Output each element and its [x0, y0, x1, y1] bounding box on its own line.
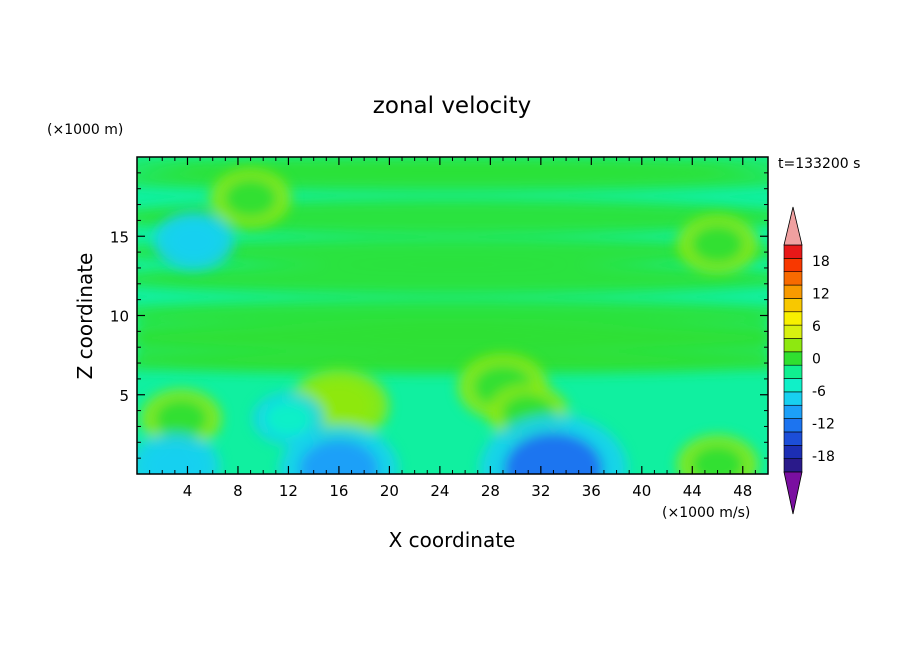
colorbar-bin [783, 391, 803, 406]
colorbar-bin [783, 284, 803, 299]
x-tick-label: 24 [430, 482, 449, 500]
plot-area [137, 157, 768, 474]
x-tick-label: 36 [582, 482, 601, 500]
colorbar-bin [783, 298, 803, 313]
y-units-label: (×1000 m) [47, 122, 123, 138]
colorbar-bin [783, 324, 803, 339]
colorbar-extend-min [783, 471, 803, 515]
colorbar-tick-label: -18 [812, 449, 835, 465]
colorbar-bin [783, 378, 803, 393]
colorbar-bin [783, 244, 803, 259]
colorbar-tick-label: 18 [812, 254, 830, 270]
x-tick-label: 48 [733, 482, 752, 500]
field-feature [504, 432, 603, 474]
field-feature [690, 224, 745, 264]
field-band [137, 300, 768, 325]
x-tick-label: 8 [233, 482, 243, 500]
field-feature [144, 444, 205, 474]
colorbar-bin [783, 271, 803, 286]
time-label: t=133200 s [778, 156, 860, 172]
field-feature [223, 178, 278, 218]
x-axis: 4 8 12 16 20 24 28 32 36 40 44 48 [149, 157, 756, 500]
colorbar-bin [783, 364, 803, 379]
colorbar-bin [783, 351, 803, 366]
colorbar-bin [783, 338, 803, 353]
y-axis-label: Z coordinate [73, 253, 97, 380]
x-tick-label: 20 [380, 482, 399, 500]
colorbar: 18 12 6 0 -6 -12 -18 [783, 206, 835, 515]
field-bands [137, 157, 768, 375]
colorbar-tick-label: 12 [812, 287, 830, 303]
x-units-label: (×1000 m/s) [662, 505, 750, 521]
colorbar-tick-label: -6 [812, 384, 826, 400]
y-tick-label: 10 [110, 308, 129, 326]
field-features [137, 168, 758, 474]
x-tick-label: 16 [329, 482, 348, 500]
x-tick-label: 12 [279, 482, 298, 500]
colorbar-extend-max [783, 206, 803, 246]
colorbar-bin [783, 258, 803, 273]
x-tick-label: 32 [531, 482, 550, 500]
field-feature [264, 401, 313, 436]
y-tick-label: 15 [110, 228, 129, 246]
y-tick-label: 5 [119, 387, 129, 405]
colorbar-bin [783, 418, 803, 433]
field-band [137, 318, 768, 370]
colorbar-bin [783, 444, 803, 459]
field-feature [690, 444, 745, 474]
x-tick-label: 40 [632, 482, 651, 500]
field-feature [299, 440, 379, 474]
x-tick-label: 28 [481, 482, 500, 500]
field-band [137, 199, 768, 235]
field-feature [154, 398, 208, 439]
colorbar-tick-label: 6 [812, 319, 821, 335]
colorbar-bin [783, 431, 803, 446]
colorbar-bin [783, 311, 803, 326]
colorbar-bin [783, 458, 803, 473]
x-tick-label: 44 [683, 482, 702, 500]
y-axis: 5 10 15 [110, 172, 768, 459]
chart-title: zonal velocity [373, 93, 531, 119]
colorbar-bin [783, 404, 803, 419]
x-axis-label: X coordinate [389, 528, 516, 552]
field-feature [166, 221, 221, 261]
field-band [137, 166, 768, 192]
colorbar-tick-label: 0 [812, 352, 821, 368]
colorbar-tick-label: -12 [812, 416, 835, 432]
field-band [137, 263, 768, 295]
field-band [137, 157, 768, 174]
x-tick-label: 4 [183, 482, 193, 500]
field-band [137, 238, 768, 266]
